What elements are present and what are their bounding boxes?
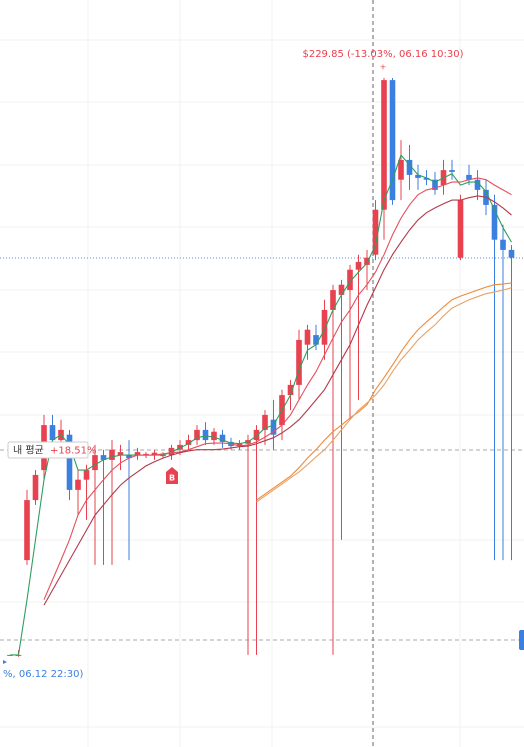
candle-body bbox=[355, 261, 362, 270]
candle-body bbox=[24, 500, 30, 561]
candle-body bbox=[304, 329, 311, 345]
candle-body bbox=[143, 453, 149, 456]
candle-body bbox=[338, 284, 345, 295]
candle-body bbox=[313, 335, 319, 345]
candle-body bbox=[449, 170, 455, 172]
candle-body bbox=[253, 429, 260, 441]
candle-body bbox=[185, 440, 192, 445]
candle-body bbox=[372, 209, 379, 255]
candle-body bbox=[49, 425, 56, 441]
candle-body bbox=[474, 179, 481, 190]
average-label: 내 평균 bbox=[13, 445, 44, 457]
candle-body bbox=[134, 452, 141, 456]
high-label: $229.85 (-13.03%, 06.16 10:30) bbox=[302, 49, 463, 60]
moving-average-line bbox=[10, 154, 512, 656]
candle-body bbox=[398, 159, 404, 180]
low-marker bbox=[3, 660, 7, 664]
candle-body bbox=[457, 200, 464, 258]
candle-body bbox=[236, 443, 243, 447]
candle-body bbox=[415, 174, 421, 178]
marks bbox=[7, 78, 515, 657]
candle-body bbox=[126, 455, 132, 459]
candle-body bbox=[491, 204, 498, 240]
moving-average-line bbox=[256, 282, 512, 501]
candle-body bbox=[32, 474, 39, 501]
average-badge bbox=[7, 441, 89, 459]
candle-body bbox=[423, 177, 430, 180]
moving-average-line bbox=[256, 287, 512, 503]
candle-body bbox=[83, 470, 90, 480]
candle-body bbox=[287, 384, 294, 396]
low-label: %, 06.12 22:30) bbox=[3, 669, 83, 680]
buy-marker: B bbox=[169, 474, 175, 483]
candle-body bbox=[219, 434, 226, 442]
candle-body bbox=[211, 431, 217, 441]
candle-body bbox=[500, 239, 506, 250]
price-tag bbox=[519, 630, 524, 650]
candle-body bbox=[262, 414, 268, 430]
candle-body bbox=[466, 174, 472, 180]
candle-body bbox=[75, 479, 81, 490]
moving-average-line bbox=[43, 195, 512, 606]
buy-badge bbox=[166, 467, 178, 484]
candle-body bbox=[117, 452, 124, 456]
moving-average-line bbox=[43, 177, 512, 600]
candle-body bbox=[381, 80, 387, 210]
candle-body bbox=[406, 159, 413, 175]
candle-body bbox=[100, 455, 107, 460]
candle-body bbox=[270, 419, 277, 435]
candle-body bbox=[151, 452, 158, 456]
candle-body bbox=[432, 179, 438, 190]
candle-body bbox=[66, 434, 73, 490]
candle-body bbox=[347, 269, 353, 291]
candle-body bbox=[330, 290, 336, 310]
candle-body bbox=[508, 249, 515, 258]
high-marker: + bbox=[380, 63, 387, 72]
candle-body bbox=[202, 429, 209, 441]
candle-body bbox=[364, 257, 370, 265]
candle-body bbox=[194, 429, 200, 441]
candle-body bbox=[109, 449, 115, 460]
candle-body bbox=[296, 339, 302, 385]
candle-body bbox=[321, 309, 328, 345]
average-change: +18.51% bbox=[50, 446, 97, 457]
candle-body bbox=[92, 455, 98, 471]
candle-body bbox=[389, 80, 396, 201]
